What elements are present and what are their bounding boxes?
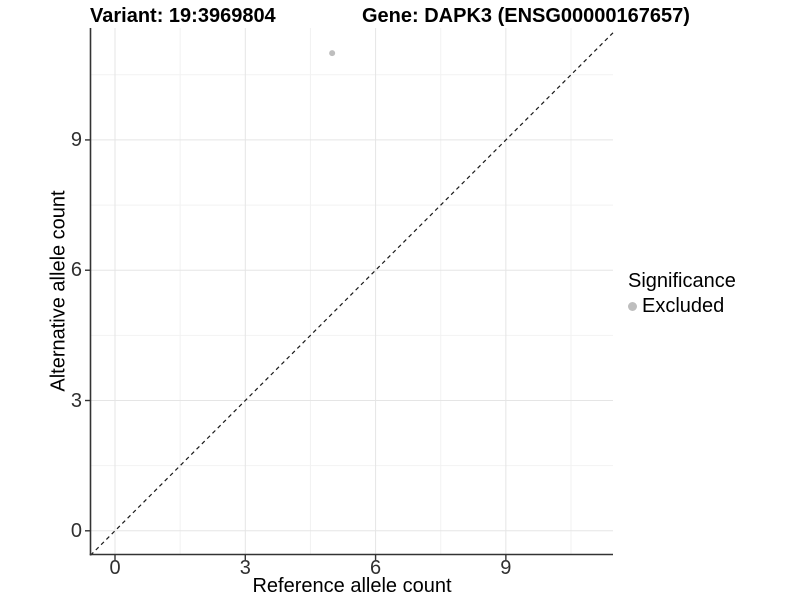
x-tick-label: 6 <box>370 557 382 579</box>
legend-item-excluded: Excluded <box>628 295 736 318</box>
x-tick-label: 3 <box>239 557 251 579</box>
y-axis-title: Alternative allele count <box>47 190 70 392</box>
y-tick-label: 6 <box>70 259 82 282</box>
x-axis-title: Reference allele count <box>252 575 452 597</box>
y-tick-label: 3 <box>70 389 82 412</box>
data-point <box>329 50 336 57</box>
legend-key-dot-icon <box>628 302 637 311</box>
x-tick-label: 0 <box>109 557 121 579</box>
y-tick-label: 9 <box>70 128 82 151</box>
legend: Significance Excluded <box>628 270 736 318</box>
legend-title: Significance <box>628 270 736 292</box>
plot-title-gene: Gene: DAPK3 (ENSG00000167657) <box>362 5 690 27</box>
x-tick-label: 9 <box>500 557 512 579</box>
y-tick-label: 0 <box>70 519 82 542</box>
plot-title-variant: Variant: 19:3969804 <box>90 5 276 27</box>
legend-item-label: Excluded <box>642 295 725 317</box>
identity-dashed-line <box>90 32 614 556</box>
